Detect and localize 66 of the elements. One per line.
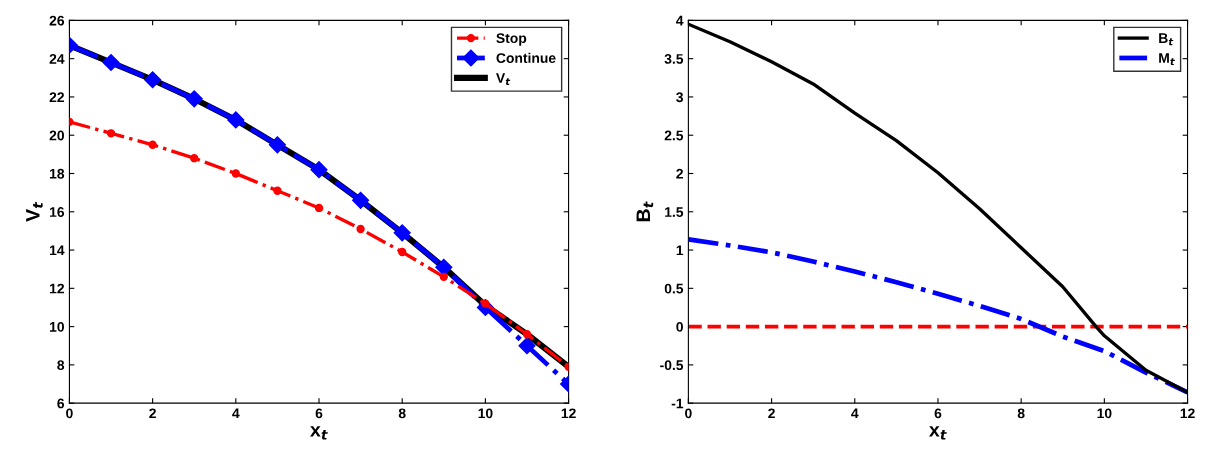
point [148,140,157,149]
point [522,330,532,339]
y-tick-label: 26 [49,15,65,26]
point [185,90,203,108]
point [106,129,116,138]
x-tick-label: 6 [315,408,323,419]
y-tick-label: 0.5 [664,283,684,294]
x-tick-label: 2 [149,408,156,419]
point [190,154,199,163]
x-tick-label: 6 [934,408,942,419]
legend-label: M$_{t}$ [1159,53,1175,66]
y-tick-label: 1.5 [665,207,684,217]
point [144,71,162,89]
y-tick-label: 0 [676,321,683,332]
legend-label: V$_{t}$ [496,73,511,85]
x-tick-label: 10 [478,408,493,419]
point [231,169,240,178]
y-tick-label: 16 [49,207,65,217]
y-tick-label: 8 [57,360,65,371]
y-tick-label: 20 [49,130,64,141]
point [393,224,411,242]
legend-label: Stop [496,33,527,46]
point [102,53,120,72]
point [227,111,245,129]
x-tick-label: 8 [1017,408,1025,419]
point [314,203,324,213]
x-tick-label: 10 [1097,408,1112,419]
y-tick-label: 6 [57,398,65,409]
y-tick-label: 12 [49,283,65,294]
x-axis-title: x$_{t}$ [310,426,328,440]
y-tick-label: 4 [676,15,684,26]
point [518,337,536,355]
y-tick-label: 2.5 [664,130,684,141]
point [273,186,282,195]
legend-label: Continue [496,52,556,63]
y-tick-label: 18 [49,168,65,179]
x-tick-label: 2 [768,408,775,419]
y-tick-label: 2 [676,168,683,179]
legend-label: B$_{t}$ [1159,33,1174,46]
x-tick-label: 12 [561,408,576,419]
y-tick-label: 1 [676,245,684,256]
x-tick-label: 4 [851,408,859,419]
x-tick-label: 12 [1180,408,1195,419]
point [439,272,448,282]
y-tick-label: 24 [49,54,65,64]
y-axis-title: B$_{t}$ [636,201,654,222]
line-series [688,236,1188,395]
y-tick-label: -0.5 [660,360,684,371]
point [310,161,328,179]
point [356,224,365,234]
y-tick-label: 22 [49,92,65,102]
y-axis-title: V$_{t}$ [26,201,43,222]
point [268,136,286,154]
y-tick-label: 3.5 [664,54,684,64]
x-axis-title: x$_{t}$ [929,426,947,440]
y-tick-label: 10 [49,321,64,332]
x-tick-label: 0 [66,408,73,419]
y-tick-label: -1 [671,398,684,409]
x-tick-label: 4 [232,408,240,419]
y-tick-label: 14 [49,245,65,256]
point [435,258,453,276]
y-tick-label: 3 [676,92,684,103]
point [398,247,407,257]
x-tick-label: 0 [685,408,692,419]
x-tick-label: 8 [398,408,406,419]
point [352,191,370,209]
